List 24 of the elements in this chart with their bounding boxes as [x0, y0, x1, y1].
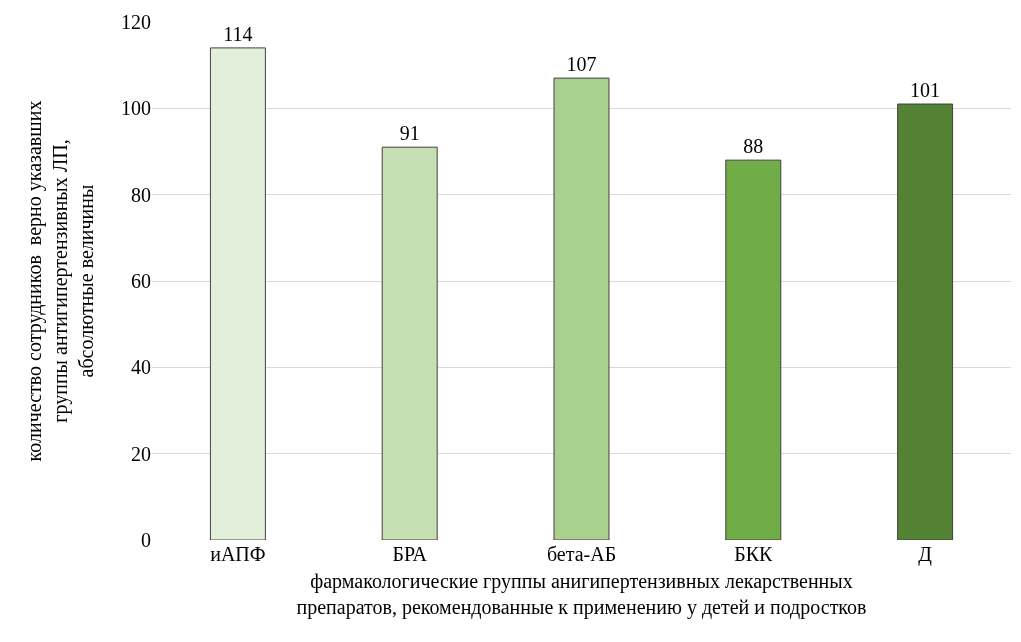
y-tick-label: 60 — [131, 270, 151, 292]
data-label: 91 — [399, 122, 420, 145]
x-tick-label: иАПФ — [210, 543, 266, 565]
bar — [553, 77, 610, 540]
data-label: 101 — [910, 79, 941, 102]
bar — [381, 146, 438, 540]
data-label: 107 — [566, 53, 597, 76]
x-tick-label: бета-АБ — [546, 543, 617, 565]
y-tick-label: 20 — [131, 442, 151, 465]
y-tick-label: 0 — [141, 529, 151, 551]
x-axis-title: фармакологические группы анигипертензивных лекарственных препаратов, рекомендованные к применению у детей и подростков — [296, 569, 867, 619]
y-axis-title: количество сотрудников верно указавших группы антигипертензивных ЛП, абсолютные величины — [22, 100, 97, 462]
data-label: 114 — [223, 22, 253, 45]
bar — [725, 159, 782, 540]
data-label: 88 — [743, 135, 764, 158]
y-tick-label: 100 — [121, 97, 151, 120]
y-tick-label: 40 — [131, 356, 151, 379]
x-tick-label: БКК — [734, 543, 774, 565]
bar — [897, 103, 954, 540]
y-tick-label: 80 — [131, 183, 151, 206]
bar — [209, 47, 266, 540]
x-tick-label: Д — [918, 543, 933, 566]
y-tick-label: 120 — [121, 11, 151, 33]
x-tick-label: БРА — [392, 543, 428, 565]
